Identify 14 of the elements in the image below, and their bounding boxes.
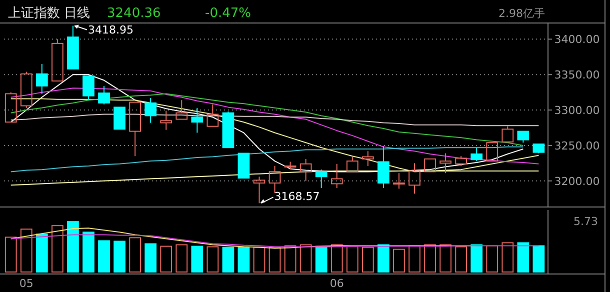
y-tick-label: 3200.00 — [554, 174, 600, 188]
chart-title: 上证指数 日线 — [8, 6, 90, 21]
y-tick-label: 3400.00 — [554, 33, 600, 46]
y-tick-label: 3300.00 — [554, 104, 600, 118]
text: -0.47% — [205, 6, 251, 21]
text: 5.73 — [574, 215, 598, 228]
x-tick-label: 05 — [19, 277, 34, 290]
annotation: 3168.57 — [274, 190, 320, 204]
y-tick-label: 3350.00 — [554, 68, 600, 82]
text: 3240.36 — [107, 6, 161, 21]
y-tick-label: 3250.00 — [554, 139, 600, 152]
x-tick-label: 06 — [330, 277, 344, 290]
text: 2.98亿手 — [498, 7, 545, 20]
annotation: 3418.95 — [88, 24, 134, 37]
